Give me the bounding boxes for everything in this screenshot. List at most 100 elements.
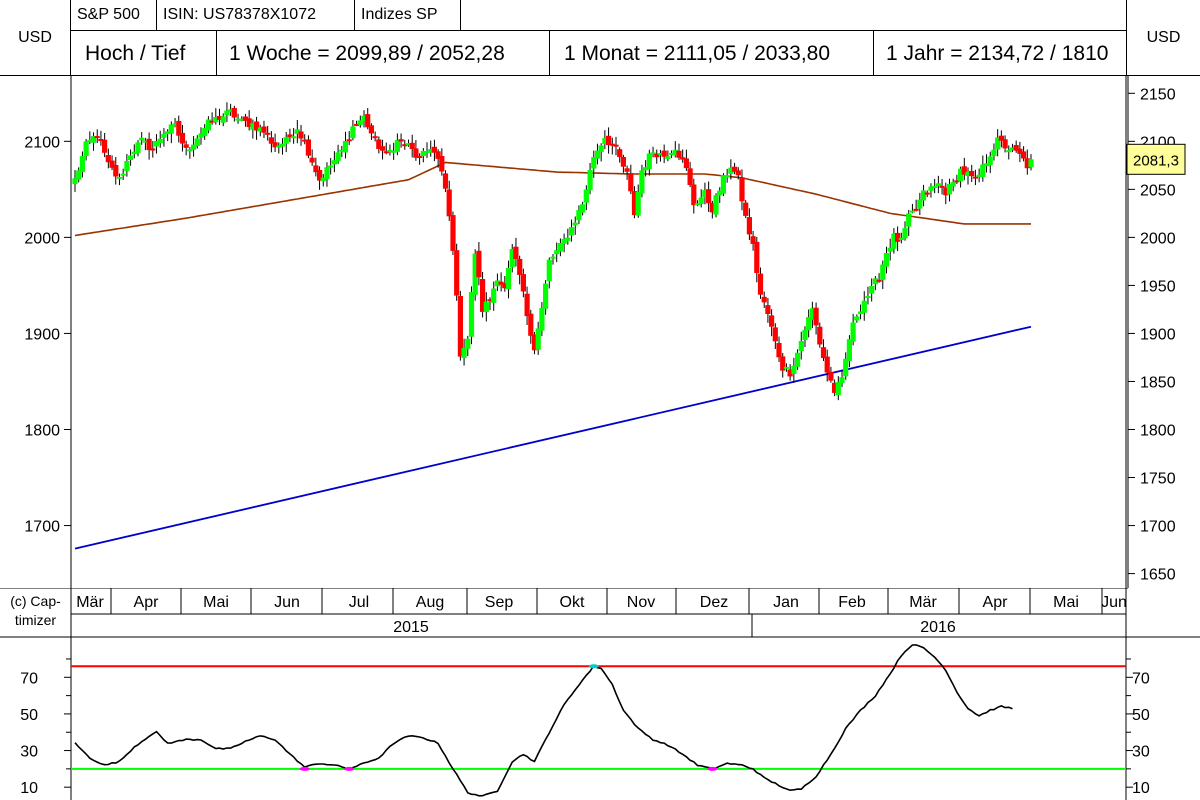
candle-down [706,189,712,204]
candle-up [194,138,200,146]
oscillator-y-axis: 10 10 30 30 50 50 70 70 [20,658,1150,797]
candle-up [639,170,645,194]
month-range-text: 1 Monat = 2111,05 / 2033,80 [564,41,831,65]
last-price-label: 2081,3 [1126,143,1186,175]
candle-up [846,339,852,362]
candle-down [383,151,389,154]
header-row-1: S&P 500 ISIN: US78378X1072 Indizes SP [71,0,1126,31]
candle-up [880,264,886,280]
candle-up [224,110,230,116]
candle-down [709,203,715,213]
candle-up [657,153,664,156]
year-label-2016: 2016 [920,619,956,636]
candle-down [246,118,252,128]
candle-up [898,237,904,240]
month-label: Jul [349,594,369,611]
candle-up [928,186,934,191]
candle-up [950,182,956,187]
candle-down [969,170,975,177]
candle-up [283,137,289,144]
candle-up [328,165,334,168]
price-tick-label-left: 2000 [24,230,60,247]
candle-up [717,190,723,196]
candle-up [576,210,582,221]
candle-down [216,115,223,120]
candle-up [728,167,734,174]
candle-down [1013,145,1019,151]
candle-up [202,128,208,136]
candle-down [487,299,493,302]
candle-down [150,148,156,151]
candle-up [669,152,675,155]
candle-up [550,256,556,259]
candle-up [294,129,300,134]
candle-up [713,195,719,215]
candle-up [580,204,586,213]
candle-down [268,137,274,144]
candle-up [795,352,801,367]
candle-down [620,157,626,167]
candle-up [698,197,704,205]
candle-up [116,176,123,179]
candle-up [883,253,890,267]
candle-up [387,149,393,152]
candle-up [917,199,923,209]
candle-up [672,149,678,156]
candle-down [743,202,749,216]
candle-down [354,123,360,126]
time-axis: Mär Apr Mai Jun Jul Aug Sep Okt Nov Dez Jan Feb Mär A… [0,588,1200,638]
oscillator-series [74,644,1013,797]
price-tick-label-left: 1700 [24,519,60,536]
candle-down [102,139,108,153]
candle-up [835,382,841,396]
instrument-name: S&P 500 [71,0,157,30]
osc-signal-marker [344,766,355,771]
candle-down [302,139,308,142]
candle-up [220,116,226,123]
candle-up [142,140,148,143]
candle-down [750,236,756,244]
year-range-text: 1 Jahr = 2134,72 / 1810 [886,41,1109,65]
candle-down [754,241,760,273]
candlesticks [72,102,1034,401]
candle-down [961,166,967,175]
candle-up [646,153,652,170]
month-label: Feb [838,594,866,611]
candle-up [420,151,426,157]
candle-up [391,150,397,153]
candle-down [813,307,819,326]
candle-down [820,347,827,359]
month-label: Nov [627,594,655,611]
month-label: Aug [416,594,444,611]
candle-up [543,283,549,309]
candle-up [324,167,330,180]
candle-down [454,250,460,296]
candle-down [913,208,919,211]
candle-down [735,170,741,176]
candle-up [394,140,400,152]
candle-up [257,127,263,132]
candle-up [557,243,563,252]
currency-left: USD [0,0,71,76]
candle-up [906,213,912,227]
candle-up [424,151,430,153]
candle-up [946,184,953,195]
osc-tick-label-left: 50 [20,707,38,724]
candle-up [461,347,467,358]
month-label: Apr [134,594,160,611]
candle-down [939,185,945,188]
month-label: Mai [203,594,229,611]
week-range-text: 1 Woche = 2099,89 / 2052,28 [229,41,505,65]
copyright-note: (c) Cap- timizer [10,593,61,628]
candle-down [476,250,482,278]
candle-down [376,139,382,149]
price-tick-label-left: 2100 [24,134,60,151]
candle-up [187,149,193,152]
candle-up [976,174,982,177]
candle-down [272,142,278,148]
candle-up [602,138,608,145]
candle-up [920,190,927,201]
candle-up [572,222,578,226]
candle-down [313,165,319,173]
candle-up [665,156,671,160]
